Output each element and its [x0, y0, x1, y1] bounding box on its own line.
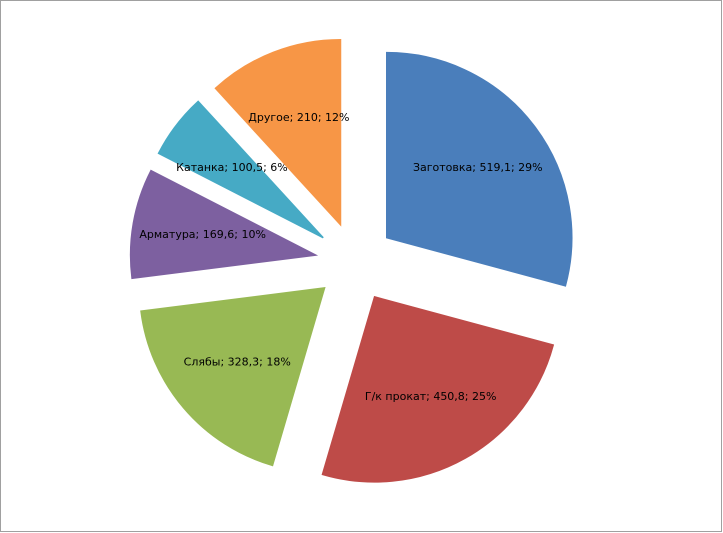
pie-slice [157, 100, 324, 239]
pie-slice [140, 287, 326, 467]
data-label: Заготовка; 519,1; 29% [413, 161, 543, 174]
data-label: Г/к прокат; 450,8; 25% [365, 390, 497, 403]
pie-slice [386, 51, 573, 287]
data-label: Слябы; 328,3; 18% [184, 355, 291, 368]
pie-slice [214, 38, 342, 227]
pie-slice [129, 169, 319, 280]
data-label: Катанка; 100,5; 6% [176, 161, 288, 174]
data-label: Арматура; 169,6; 10% [139, 228, 266, 241]
data-label: Другое; 210; 12% [248, 111, 349, 124]
pie-slice [321, 295, 555, 483]
